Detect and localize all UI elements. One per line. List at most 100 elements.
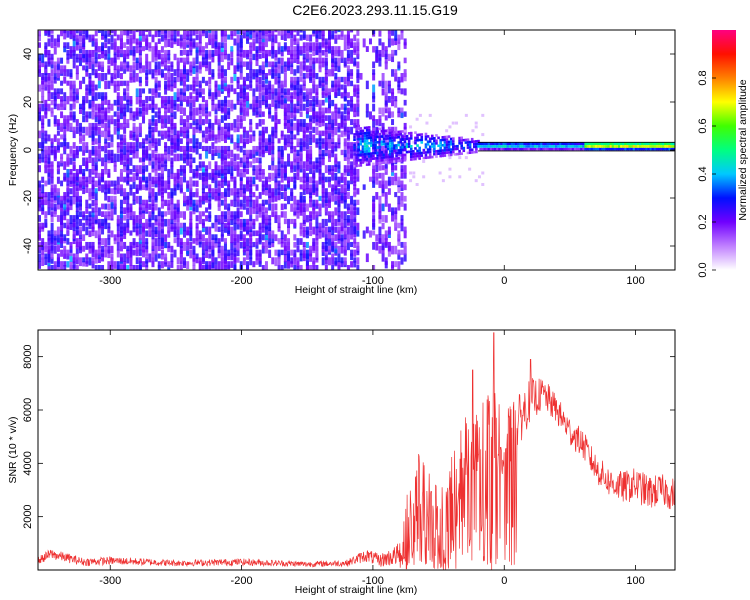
spectrogram-cell xyxy=(170,172,174,179)
spectrogram-cell xyxy=(126,161,130,171)
spectrogram-y-tick-label: 0 xyxy=(22,147,34,153)
spectrogram-cell xyxy=(283,99,287,108)
spectrogram-cell xyxy=(173,184,177,192)
spectrogram-cell xyxy=(135,149,139,159)
spectrogram-cell xyxy=(312,169,316,178)
spectrogram-cell xyxy=(101,211,105,218)
spectrogram-signal-cell xyxy=(359,161,363,165)
spectrogram-cell xyxy=(381,49,385,58)
snr-y-tick-label: 4000 xyxy=(22,451,34,475)
spectrogram-cell xyxy=(312,211,316,220)
spectrogram-cell xyxy=(75,180,79,186)
spectrogram-cell xyxy=(85,157,89,166)
spectrogram-cell xyxy=(255,230,259,237)
spectrogram-cell xyxy=(356,207,360,215)
spectrogram-cell xyxy=(280,84,284,94)
spectrogram-cell xyxy=(66,253,70,260)
spectrogram-cell xyxy=(91,165,95,173)
spectrogram-cell xyxy=(378,142,382,149)
spectrogram-signal-cell xyxy=(365,136,369,140)
spectrogram-cell xyxy=(44,161,48,168)
spectrogram-cell xyxy=(283,241,287,251)
spectrogram-cell xyxy=(107,142,111,149)
spectrogram-signal-cell xyxy=(460,139,463,142)
spectrogram-cell xyxy=(227,253,231,261)
spectrogram-cell xyxy=(60,134,64,140)
spectrogram-cell xyxy=(293,249,297,258)
spectrogram-signal-cell xyxy=(647,142,651,146)
spectrogram-cell xyxy=(75,265,79,270)
spectrogram-signal-cell xyxy=(525,145,529,148)
spectrogram-cell xyxy=(78,57,82,67)
spectrogram-signal-cell xyxy=(409,134,413,138)
spectrogram-signal-cell xyxy=(365,131,369,135)
spectrogram-cell xyxy=(264,238,268,247)
spectrogram-cell xyxy=(182,241,186,251)
spectrogram-cell xyxy=(154,215,158,222)
spectrogram-cell xyxy=(44,241,48,249)
spectrogram-signal-cell xyxy=(548,145,552,148)
spectrogram-signal-cell xyxy=(542,147,545,151)
spectrogram-cell xyxy=(312,99,316,107)
spectrogram-cell xyxy=(189,203,193,211)
spectrogram-cell xyxy=(110,134,114,142)
spectrogram-signal-cell xyxy=(363,158,367,161)
spectrogram-signal-cell xyxy=(494,145,497,148)
spectrogram-cell xyxy=(198,122,202,131)
spectrogram-cell xyxy=(217,180,221,186)
spectrogram-cell xyxy=(167,130,171,138)
spectrogram-signal-cell xyxy=(531,142,535,146)
spectrogram-cell xyxy=(394,261,398,268)
spectrogram-signal-cell xyxy=(437,152,440,155)
spectrogram-cell xyxy=(135,126,139,136)
spectrogram-signal-cell xyxy=(357,153,361,157)
spectrogram-signal-cell xyxy=(529,147,533,151)
spectrogram-signal-cell xyxy=(372,152,375,155)
spectrogram-cell xyxy=(176,169,180,178)
spectrogram-cell xyxy=(394,172,398,182)
spectrogram-cell xyxy=(182,230,186,238)
spectrogram-cell xyxy=(164,218,168,227)
spectrogram-cell xyxy=(227,122,231,132)
spectrogram-cell xyxy=(53,211,57,217)
spectrogram-cell xyxy=(287,126,291,134)
spectrogram-signal-cell xyxy=(655,147,659,151)
spectrogram-cell xyxy=(264,226,268,235)
spectrogram-cell xyxy=(230,169,234,177)
spectrogram-cell xyxy=(252,165,256,171)
spectrogram-signal-cell xyxy=(620,147,623,151)
spectrogram-cell xyxy=(214,138,218,144)
spectrogram-cell xyxy=(381,234,385,243)
spectrogram-cell xyxy=(356,49,360,57)
spectrogram-signal-cell xyxy=(460,144,463,148)
spectrogram-signal-cell xyxy=(380,140,384,144)
spectrogram-cell xyxy=(75,30,79,34)
spectrogram-cell xyxy=(138,111,142,117)
spectrogram-cell xyxy=(387,249,391,257)
spectrogram-signal-cell xyxy=(519,145,522,148)
spectrogram-cell xyxy=(101,61,105,68)
spectrogram-cell xyxy=(239,84,243,94)
spectrogram-cell xyxy=(69,30,73,40)
spectrogram-cell xyxy=(104,245,108,252)
spectrogram-cell xyxy=(160,161,164,168)
spectrogram-cell xyxy=(346,241,350,251)
spectrogram-cell xyxy=(167,84,171,91)
spectrogram-signal-cell xyxy=(412,150,415,153)
spectrogram-cell xyxy=(119,261,123,269)
spectrogram-cell xyxy=(101,157,105,167)
spectrogram-cell xyxy=(189,211,193,220)
spectrogram-cell xyxy=(331,119,335,128)
spectrogram-cell xyxy=(145,238,149,245)
spectrogram-cell xyxy=(142,222,146,232)
spectrogram-cell xyxy=(47,261,51,267)
spectrogram-cell xyxy=(261,119,265,125)
spectrogram-cell xyxy=(56,130,60,136)
spectrogram-cell xyxy=(123,80,127,86)
spectrogram-signal-cell xyxy=(491,147,495,151)
spectrogram-cell xyxy=(302,92,306,99)
spectrogram-cell xyxy=(53,230,57,236)
spectrogram-cell xyxy=(129,230,133,236)
spectrogram-cell xyxy=(264,138,268,146)
spectrogram-cell xyxy=(148,42,152,49)
